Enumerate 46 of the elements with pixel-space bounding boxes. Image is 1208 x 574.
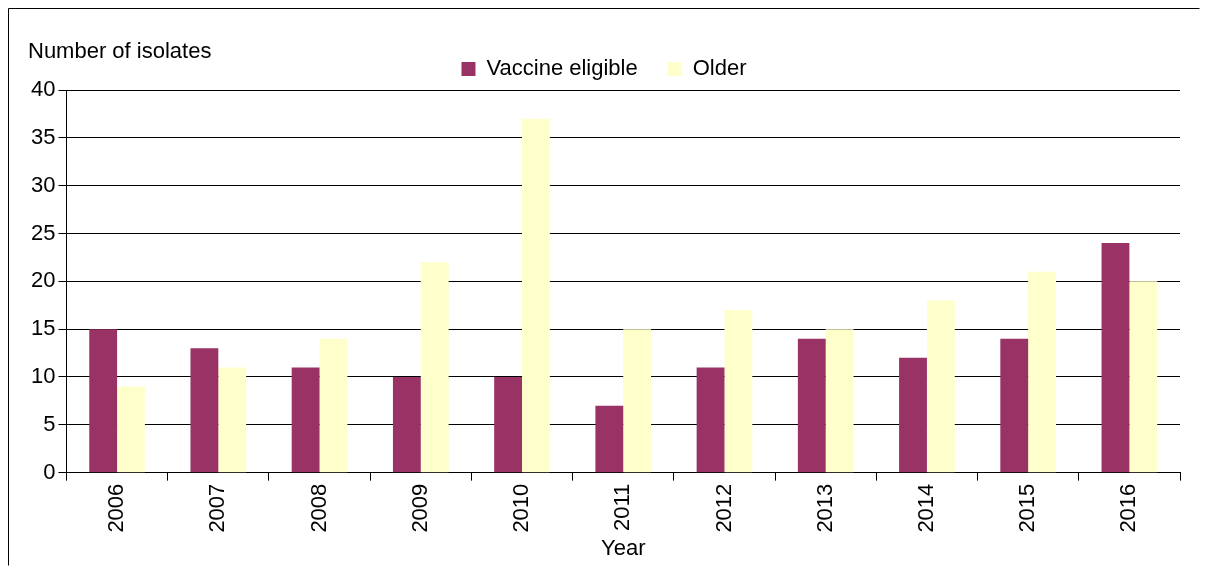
bar: [190, 348, 219, 473]
x-axis-title: Year: [601, 534, 646, 560]
y-tick-label: 20: [30, 267, 56, 293]
bar: [494, 376, 523, 473]
y-tick-label: 40: [30, 76, 56, 102]
legend-label: Vaccine eligible: [486, 55, 638, 81]
bar: [89, 329, 118, 473]
x-tick-label: 2013: [811, 483, 837, 533]
x-tick-label: 2015: [1014, 483, 1040, 533]
y-tick-label: 30: [30, 171, 56, 197]
bar: [420, 262, 449, 473]
bar: [724, 310, 753, 473]
y-tick-label: 15: [30, 315, 56, 341]
y-tick-label: 0: [43, 458, 56, 484]
bar: [623, 329, 652, 473]
bar: [1129, 281, 1158, 473]
x-tick-label: 2011: [609, 483, 635, 531]
x-tick-label: 2014: [912, 483, 938, 533]
bar: [291, 367, 320, 473]
bar: [218, 367, 247, 473]
bar: [522, 118, 550, 473]
legend-label: Older: [692, 55, 747, 81]
y-tick-label: 25: [30, 219, 56, 245]
bar: [926, 300, 955, 473]
bar: [1028, 271, 1056, 473]
bar: [899, 357, 927, 473]
x-tick-label: 2007: [204, 483, 230, 533]
bar: [1000, 338, 1029, 473]
y-tick-label: 10: [30, 363, 56, 389]
bar: [1101, 243, 1130, 473]
x-tick-label: 2006: [103, 483, 129, 533]
x-tick-label: 2010: [508, 483, 534, 533]
x-tick-label: 2016: [1115, 483, 1141, 533]
y-tick-label: 35: [30, 123, 56, 149]
x-tick-label: 2008: [305, 483, 331, 533]
x-tick-label: 2012: [710, 483, 736, 533]
x-tick-label: 2009: [406, 483, 432, 533]
bar: [797, 338, 826, 473]
y-tick-label: 5: [43, 410, 56, 436]
bar: [319, 338, 348, 473]
bar: [117, 386, 145, 473]
bar: [825, 329, 854, 473]
bar: [595, 405, 624, 473]
bar: [392, 376, 421, 473]
y-axis-title: Number of isolates: [28, 38, 212, 63]
bar: [696, 367, 725, 473]
